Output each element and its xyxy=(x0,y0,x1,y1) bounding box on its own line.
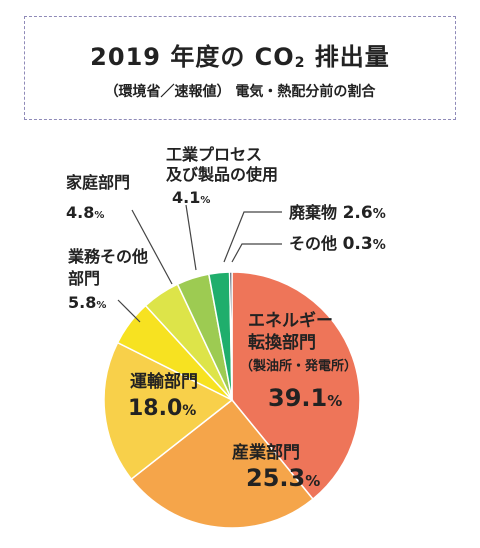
slice-value-2: 18.0% xyxy=(128,396,196,421)
slice-label-4-0: 家庭部門 xyxy=(66,173,130,192)
slice-value-0: 39.1% xyxy=(268,384,342,412)
leader-line-3 xyxy=(117,299,141,323)
slice-value-5: 4.1% xyxy=(172,188,210,207)
slice-label-0-2: （製油所・発電所） xyxy=(240,358,357,374)
slice-label-1-0: 産業部門 xyxy=(232,442,300,463)
pie-slices xyxy=(103,271,361,529)
leader-line-4 xyxy=(131,209,173,285)
slice-value-1: 25.3% xyxy=(246,464,320,492)
title-box: 2019 年度の CO2 排出量 （環境省／速報値） 電気・熱配分前の割合 xyxy=(24,16,456,120)
slice-label-7: その他 0.3% xyxy=(289,234,386,254)
leader-line-5 xyxy=(185,204,197,271)
slice-label-5-1: 及び製品の使用 xyxy=(166,165,278,184)
leader-lines xyxy=(117,204,282,323)
slice-label-0-1: 転換部門 xyxy=(248,332,316,353)
slice-label-2-0: 運輸部門 xyxy=(130,371,198,392)
chart-title: 2019 年度の CO2 排出量 xyxy=(90,43,390,71)
pie-slice-2 xyxy=(103,341,234,481)
slice-label-5-0: 工業プロセス xyxy=(166,145,262,164)
leader-line-7 xyxy=(231,243,282,263)
pie-slice-1 xyxy=(130,398,315,529)
slice-value-3: 5.8% xyxy=(68,293,106,312)
slice-label-6: 廃棄物 2.6% xyxy=(289,203,386,223)
slice-label-3-0: 業務その他 xyxy=(67,247,148,266)
leader-line-6 xyxy=(223,211,282,263)
slice-label-3-1: 部門 xyxy=(68,269,100,288)
slice-label-0-0: エネルギー xyxy=(248,311,333,331)
pie-slice-0 xyxy=(231,271,361,501)
pie-slice-7 xyxy=(228,271,233,401)
slice-value-4: 4.8% xyxy=(66,203,104,222)
chart-subtitle: （環境省／速報値） 電気・熱配分前の割合 xyxy=(104,84,376,100)
